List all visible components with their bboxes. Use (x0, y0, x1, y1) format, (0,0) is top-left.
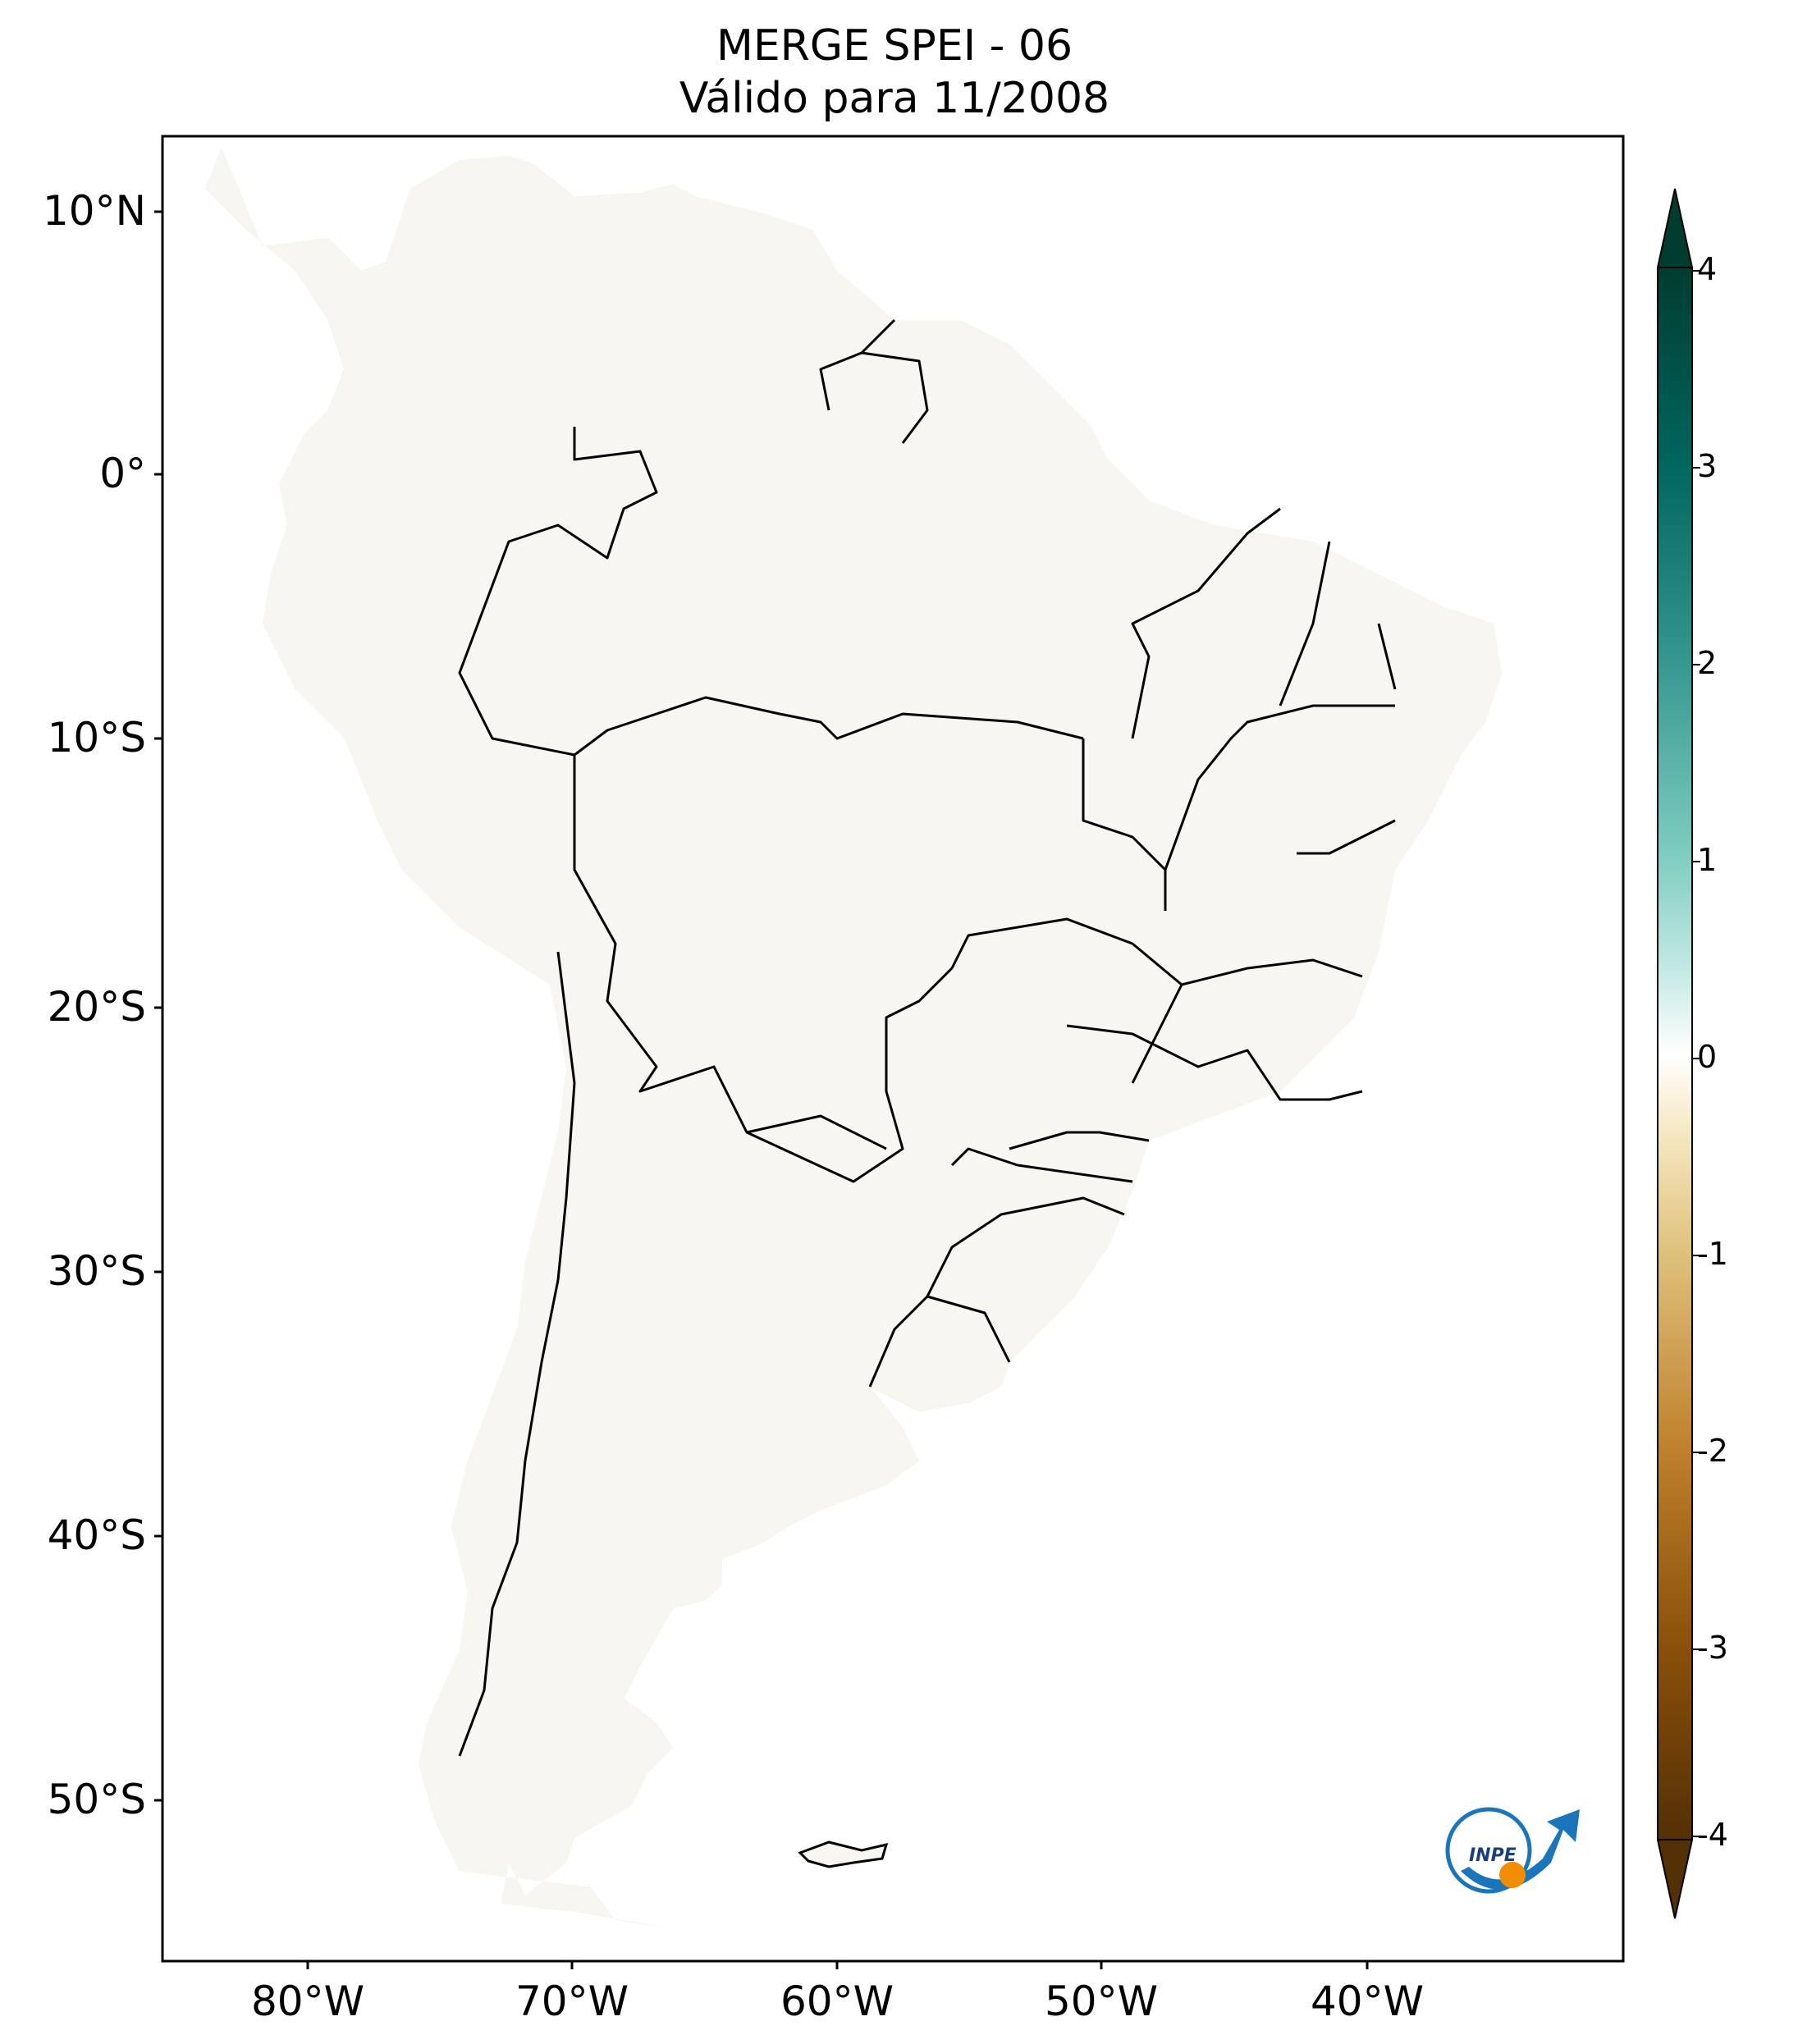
colorbar-tick-1: 1 (1697, 842, 1718, 878)
map-title: MERGE SPEI - 06 (716, 21, 1073, 71)
colorbar-extend-top (1656, 188, 1694, 268)
colorbar-tick-4: 4 (1697, 251, 1718, 287)
lat-label-0: 0° (99, 450, 146, 497)
colorbar-tick-3: 3 (1697, 448, 1718, 484)
lat-label-10s: 10°S (47, 714, 146, 761)
colorbar-tick-2: 2 (1697, 645, 1718, 681)
map-frame (161, 135, 1625, 1963)
colorbar-tick-neg2: -2 (1697, 1433, 1728, 1469)
lon-label-40w: 40°W (1310, 1978, 1425, 2025)
lon-label-70w: 70°W (515, 1978, 629, 2025)
colorbar (1656, 188, 1700, 1919)
lat-ticks (154, 210, 162, 1802)
colorbar-tick-0: 0 (1697, 1039, 1718, 1075)
colorbar-tick-neg3: -3 (1697, 1630, 1728, 1666)
colorbar-gradient (1657, 267, 1693, 1841)
lon-label-50w: 50°W (1044, 1978, 1159, 2025)
colorbar-tick-neg4: -4 (1697, 1817, 1728, 1853)
logo-text: INPE (1469, 1845, 1517, 1866)
lon-label-60w: 60°W (780, 1978, 894, 2025)
lat-label-10n: 10°N (42, 187, 146, 235)
inpe-logo: INPE (1445, 1807, 1580, 1894)
lat-label-30s: 30°S (47, 1247, 146, 1295)
map-subtitle: Válido para 11/2008 (679, 74, 1110, 123)
political-borders (204, 146, 1503, 1930)
lon-label-80w: 80°W (250, 1978, 365, 2025)
lon-ticks (306, 1961, 1369, 1969)
lat-label-40s: 40°S (47, 1511, 146, 1559)
colorbar-tick-neg1: -1 (1697, 1236, 1728, 1272)
lat-label-20s: 20°S (47, 983, 146, 1031)
lat-label-50s: 50°S (47, 1776, 146, 1823)
colorbar-extend-bottom (1656, 1839, 1694, 1919)
